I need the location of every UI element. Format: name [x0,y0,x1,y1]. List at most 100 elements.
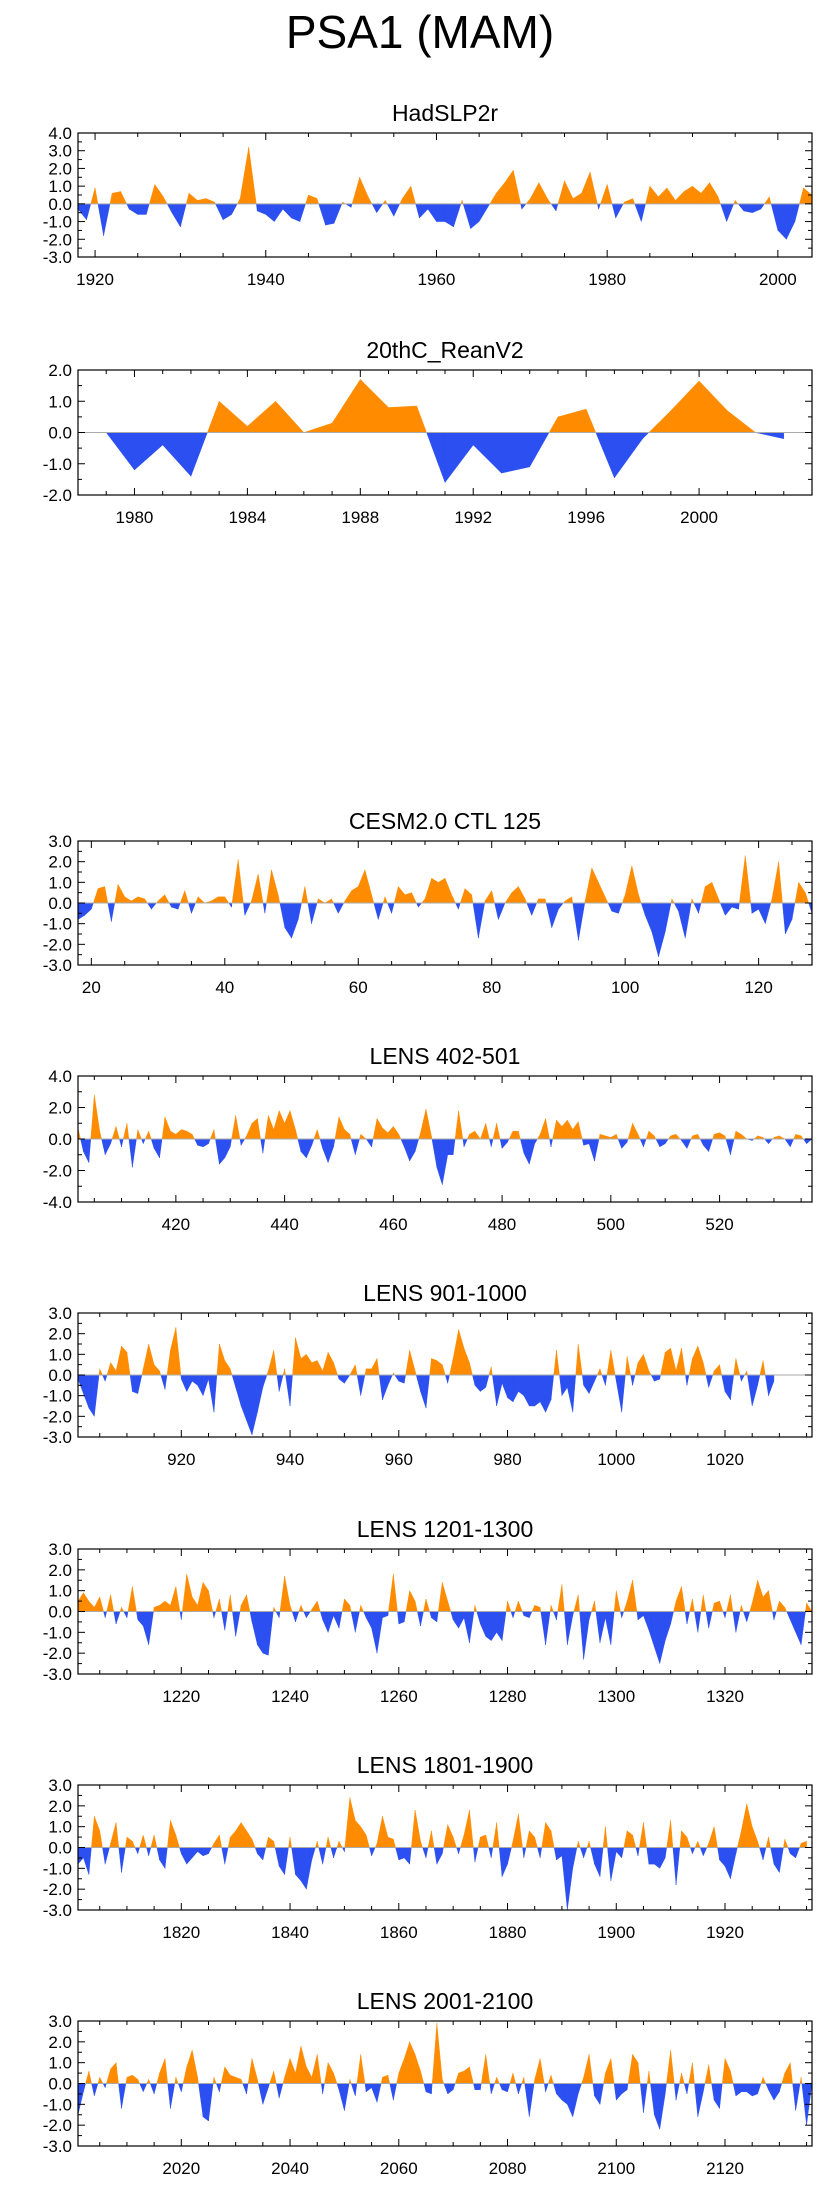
positive-area [239,147,249,205]
positive-area [111,191,121,205]
y-tick-label: 0.0 [48,1366,72,1385]
positive-area [458,2070,465,2084]
positive-area [349,1797,356,1848]
negative-area [289,1374,293,1407]
negative-area [278,1374,284,1392]
positive-area [768,1590,773,1612]
positive-area [518,1131,521,1140]
positive-area [531,1605,535,1612]
negative-area [141,1138,144,1144]
positive-area [97,886,105,904]
positive-area [106,1594,111,1612]
positive-area [795,1134,802,1140]
positive-area [292,1337,296,1376]
negative-area [698,902,702,914]
x-tick-label: 100 [611,978,639,997]
negative-area [409,1138,416,1162]
negative-area [86,203,92,220]
negative-area [213,1611,217,1618]
negative-area [556,2083,563,2101]
negative-area [104,1847,110,1865]
negative-area [88,1374,95,1418]
negative-area [496,1611,503,1642]
positive-area [548,416,559,433]
x-tick-label: 1840 [271,1923,309,1942]
negative-area [613,2083,617,2101]
positive-area [784,1839,789,1848]
negative-area [333,1138,336,1147]
x-tick-label: 2120 [706,2159,744,2178]
negative-area [720,203,727,222]
positive-area [325,1837,329,1848]
positive-area [191,1596,198,1612]
positive-area [404,892,412,904]
positive-area [496,1123,501,1140]
negative-area [521,1611,525,1616]
negative-area [507,1847,512,1865]
negative-area [394,1374,399,1382]
positive-area [317,2054,322,2084]
negative-area [447,1374,450,1384]
positive-area [658,187,668,205]
positive-area [610,1350,616,1376]
positive-area [578,1841,581,1848]
positive-area [626,1830,633,1848]
negative-area [177,902,181,910]
negative-area [104,2083,107,2088]
positive-area [452,1837,457,1848]
positive-area [106,2068,111,2084]
negative-area [579,1611,584,1660]
negative-area [395,1847,399,1861]
positive-area [779,1600,786,1612]
positive-area [78,1592,84,1612]
negative-area [128,1138,133,1168]
negative-area [297,1138,302,1152]
positive-area [197,2077,199,2084]
negative-area [167,2083,171,2109]
negative-area [607,902,613,912]
positive-area [547,197,552,205]
positive-area [717,196,721,205]
positive-area [649,185,659,205]
negative-area [208,1374,215,1413]
series-fill [78,1797,807,1910]
positive-area [405,1350,410,1376]
negative-area [768,1374,775,1396]
positive-area [240,1821,247,1848]
positive-area [414,1601,418,1612]
positive-area [334,1116,340,1140]
positive-area [666,2050,671,2084]
negative-area [550,1138,553,1147]
negative-area [378,902,384,920]
positive-area [425,1598,430,1612]
y-tick-label: -2.0 [43,1644,72,1663]
positive-area [305,194,309,205]
positive-area [481,2054,486,2084]
positive-area [548,2075,552,2084]
positive-area [480,1123,486,1140]
positive-area [637,2062,641,2084]
negative-area [741,1374,745,1382]
negative-area [121,1847,126,1873]
positive-area [349,1605,352,1612]
negative-area [278,2083,284,2099]
negative-area [262,1847,267,1861]
negative-area [598,203,601,210]
negative-area [219,1138,226,1165]
positive-area [257,1118,261,1140]
negative-area [675,2083,680,2101]
negative-area [306,1138,312,1158]
negative-area [318,203,326,226]
negative-area [699,1138,704,1146]
negative-area [770,1847,775,1865]
positive-area [632,1123,639,1140]
positive-area [195,896,199,904]
negative-area [264,902,267,914]
negative-area [452,2083,456,2090]
positive-area [110,1594,114,1612]
positive-area [708,1826,715,1848]
negative-area [344,203,352,208]
negative-area [618,902,623,914]
negative-area [282,203,292,219]
positive-area [311,1360,318,1376]
